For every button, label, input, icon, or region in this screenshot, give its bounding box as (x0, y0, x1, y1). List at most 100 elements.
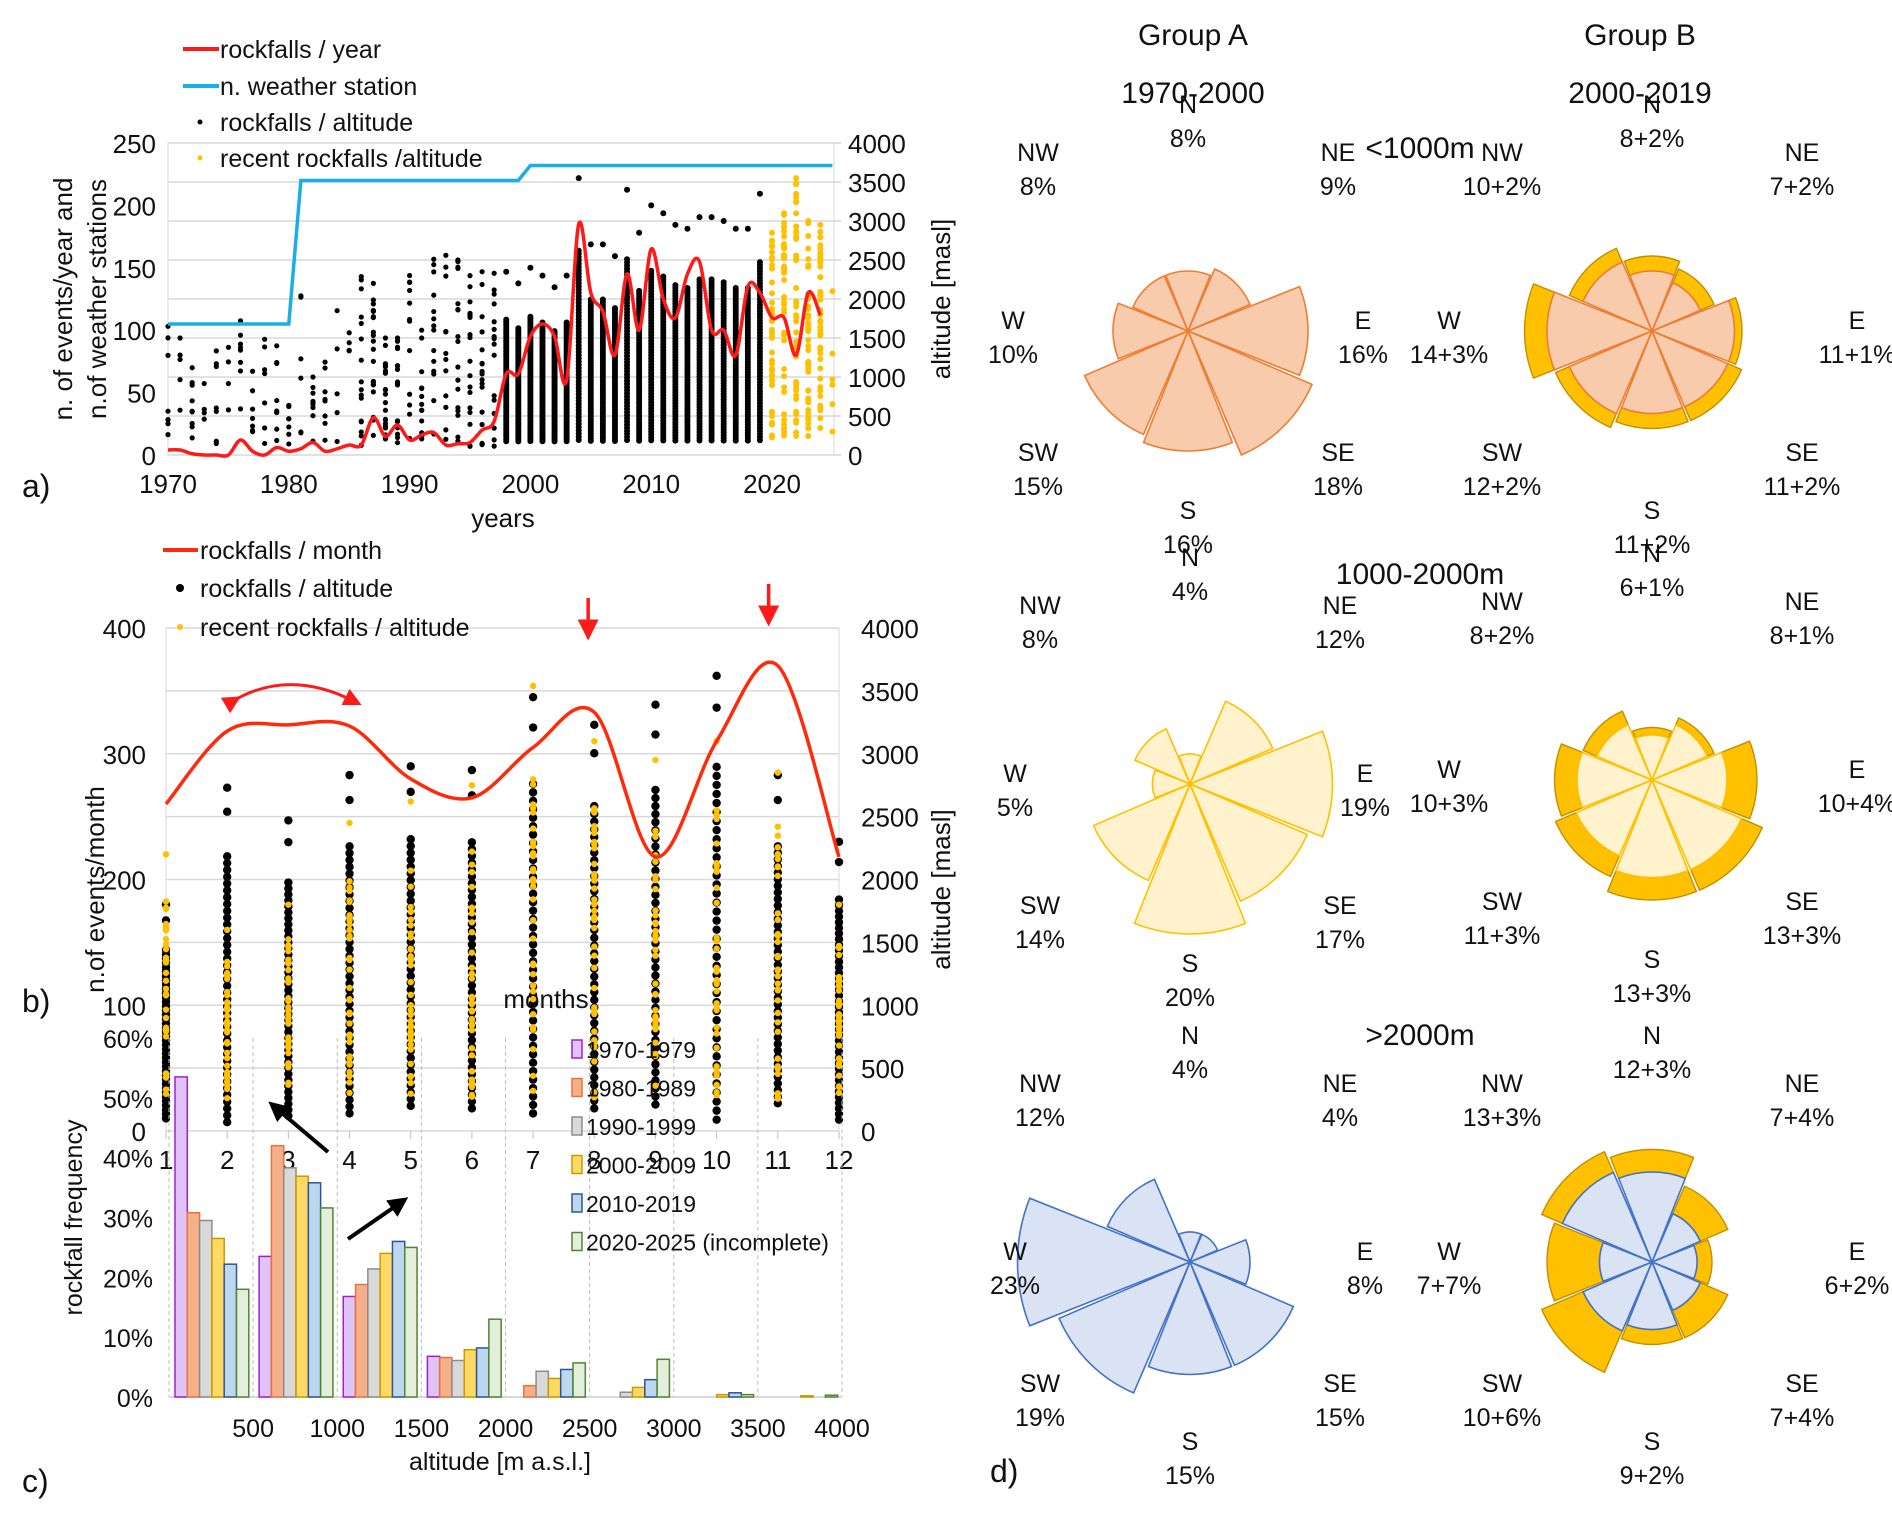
direction-label: S (1182, 950, 1199, 978)
rockfall-altitude-point (394, 419, 401, 425)
recent-rockfall-point (835, 1013, 843, 1021)
bar-2000-2009 (631, 1386, 646, 1398)
rockfall-altitude-point (222, 899, 232, 909)
rockfall-altitude-point (345, 972, 354, 981)
rockfall-altitude-point (310, 413, 316, 419)
recent-rockfall-point (591, 1058, 598, 1065)
recent-rockfall-point (346, 1054, 353, 1061)
arrow-annotation-up-right (346, 1197, 409, 1241)
recent-rockfall-point (817, 258, 824, 265)
bar-1990-1999 (619, 1391, 634, 1398)
rockfall-altitude-point (651, 793, 660, 803)
recent-rockfall-point (781, 332, 788, 339)
recent-rockfall-point (713, 806, 720, 814)
rockfall-altitude-point (345, 842, 354, 851)
recent-rockfall-point (652, 919, 659, 926)
bar-2010-2019 (223, 1263, 238, 1398)
recent-rockfall-point (346, 887, 353, 895)
rockfall-altitude-point (651, 898, 660, 908)
panel-label-b: b) (22, 983, 50, 1019)
rockfall-altitude-point (286, 403, 292, 410)
rockfall-altitude-point (672, 221, 679, 228)
recent-rockfall-point (817, 407, 824, 414)
legend-label: 1990-1999 (586, 1114, 696, 1140)
rockfall-altitude-point (773, 1039, 783, 1049)
rockfall-altitude-point (345, 979, 354, 988)
wedge-E (1649, 751, 1728, 809)
bar-2020-2025 (incomplete) (488, 1318, 502, 1398)
recent-rockfall-point (468, 929, 476, 936)
rockfall-altitude-point (406, 889, 415, 899)
recent-rockfall-point (407, 930, 414, 937)
rockfall-altitude-point (345, 862, 354, 872)
direction-label: NE (1323, 1070, 1358, 1098)
recent-rockfall-point (713, 866, 720, 873)
wedge-E (1649, 299, 1736, 363)
rockfall-altitude-point (491, 425, 497, 431)
recent-rockfall-point (285, 1044, 292, 1051)
rockfall-altitude-point (455, 307, 461, 313)
recent-rockfall-point (817, 317, 824, 324)
bar-2000-2009 (211, 1237, 225, 1398)
recent-rockfall-point (407, 1018, 414, 1025)
y2-tick-label: 2500 (848, 246, 906, 276)
rockfall-altitude-point (222, 920, 232, 929)
rockfall-altitude-point (213, 405, 219, 411)
y-tick-label: 10% (103, 1325, 153, 1353)
chart-c-altitude-frequency: 0% 10% 20% 30% 40% 50% 60% 500 1000 1500 2000 2500 3… (60, 1026, 870, 1476)
rockfall-altitude-point (201, 416, 207, 422)
recent-rockfall-point (162, 985, 170, 993)
rockfall-altitude-point (370, 280, 376, 286)
recent-rockfall-point (468, 1077, 476, 1084)
rockfall-altitude-point (201, 406, 207, 412)
recent-rockfall-point (223, 958, 231, 966)
bar-1980-1989 (523, 1384, 537, 1398)
recent-rockfall-point (407, 1072, 414, 1080)
recent-rockfall-point (468, 999, 476, 1007)
rockfall-altitude-point (712, 907, 721, 916)
recent-rockfall-point (652, 912, 659, 919)
rockfall-altitude-point (479, 421, 485, 428)
bar-2020-2025 (incomplete) (740, 1393, 755, 1398)
rockfall-altitude-point (382, 361, 389, 367)
y-tick-label: 0% (117, 1385, 153, 1413)
y-tick-label: 300 (103, 740, 146, 770)
rockfall-altitude-point (467, 358, 473, 364)
rockfall-altitude-point (467, 1056, 477, 1065)
x-axis-label: years (471, 503, 535, 533)
percent-label: 9% (1320, 173, 1356, 201)
rockfall-altitude-point (455, 258, 461, 264)
row-title: >2000m (1365, 1019, 1474, 1052)
rockfall-altitude-point (467, 838, 477, 847)
recent-rockfall-point (468, 1015, 476, 1023)
rose-group-b-row-3: N 12+3% NE 7+4% E 6+2% SE 7+4% S 9+2% SW 10+6% W 7+7%… (1417, 1022, 1890, 1490)
rockfall-altitude-point (467, 443, 473, 449)
recent-rockfall-point (713, 1000, 720, 1007)
rockfall-altitude-point (563, 319, 570, 326)
row-title: 1000-2000m (1336, 558, 1504, 591)
rockfalls-per-year-line (167, 220, 822, 458)
direction-label: S (1644, 946, 1661, 974)
recent-rockfall-point (781, 276, 788, 283)
bar-2020-2025 (incomplete) (319, 1207, 334, 1398)
recent-rockfall-point (805, 347, 812, 354)
recent-rockfall-point (817, 330, 824, 337)
recent-rockfall-point (285, 966, 292, 974)
wedge-NW (1133, 727, 1192, 786)
rockfall-altitude-point (225, 359, 231, 365)
recent-rockfall-point (529, 682, 537, 690)
y2-tick-label: 3500 (861, 677, 919, 707)
recent-rockfall-point (591, 870, 598, 878)
recent-rockfall-point (713, 987, 720, 995)
recent-rockfall-point (529, 1011, 537, 1018)
rockfall-altitude-point (322, 398, 328, 404)
recent-rockfall-point (223, 1074, 231, 1082)
bar-2020-2025 (incomplete) (235, 1288, 250, 1398)
rockfall-altitude-point (345, 855, 354, 865)
rockfall-altitude-point (443, 368, 449, 374)
rockfall-altitude-point (696, 214, 703, 221)
percent-label: 10+6% (1463, 1404, 1542, 1432)
recent-rockfall-point (162, 969, 170, 977)
rockfall-altitude-point (274, 426, 280, 432)
bar-2000-2009 (379, 1252, 394, 1398)
